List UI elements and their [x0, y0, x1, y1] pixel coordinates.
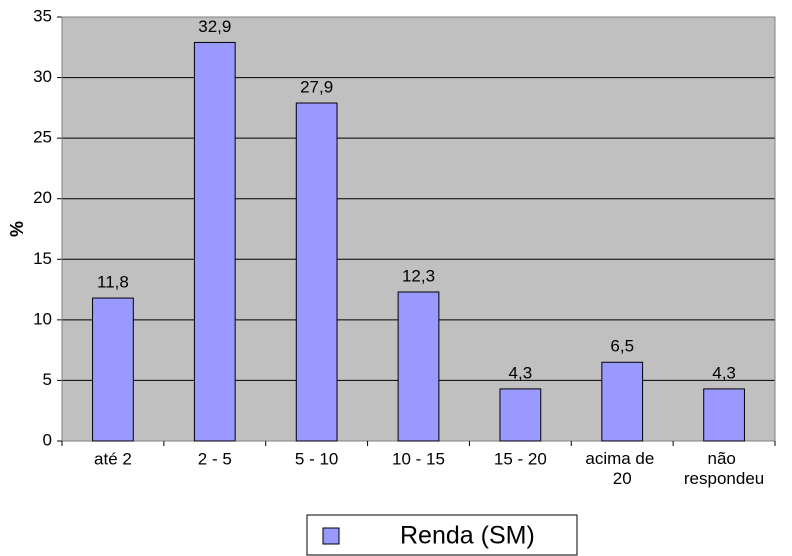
- y-tick-label: 30: [33, 67, 52, 86]
- bar: [397, 291, 440, 442]
- y-tick-label: 20: [33, 188, 52, 207]
- x-tick-label: não respondeu: [684, 449, 764, 488]
- bar: [703, 388, 745, 442]
- legend-swatch: [322, 527, 340, 545]
- bar: [92, 297, 134, 442]
- data-label: 12,3: [402, 266, 435, 285]
- data-label: 4,3: [509, 363, 533, 382]
- legend-box: [306, 514, 578, 556]
- y-axis-label: %: [7, 221, 27, 237]
- bar: [499, 388, 542, 442]
- y-tick-label: 35: [33, 6, 52, 25]
- x-tick-label: 5 - 10: [295, 449, 338, 468]
- x-tick-label: 10 - 15: [392, 449, 445, 468]
- y-tick-label: 10: [33, 309, 52, 328]
- data-label: 27,9: [300, 77, 333, 96]
- x-tick-label: acima de 20: [585, 449, 659, 488]
- bar: [193, 41, 236, 442]
- y-tick-label: 5: [43, 370, 52, 389]
- data-label: 4,3: [712, 363, 736, 382]
- data-label: 6,5: [610, 337, 634, 356]
- y-tick-label: 25: [33, 128, 52, 147]
- legend-label: Renda (SM): [400, 522, 535, 550]
- bar: [295, 102, 338, 442]
- y-tick-label: 0: [43, 430, 52, 449]
- x-tick-label: 2 - 5: [198, 449, 232, 468]
- bar: [601, 361, 644, 442]
- x-tick-label: até 2: [94, 449, 132, 468]
- data-label: 32,9: [198, 17, 231, 36]
- data-label: 11,8: [97, 273, 129, 292]
- y-tick-label: 15: [33, 249, 52, 268]
- x-tick-label: 15 - 20: [494, 449, 547, 468]
